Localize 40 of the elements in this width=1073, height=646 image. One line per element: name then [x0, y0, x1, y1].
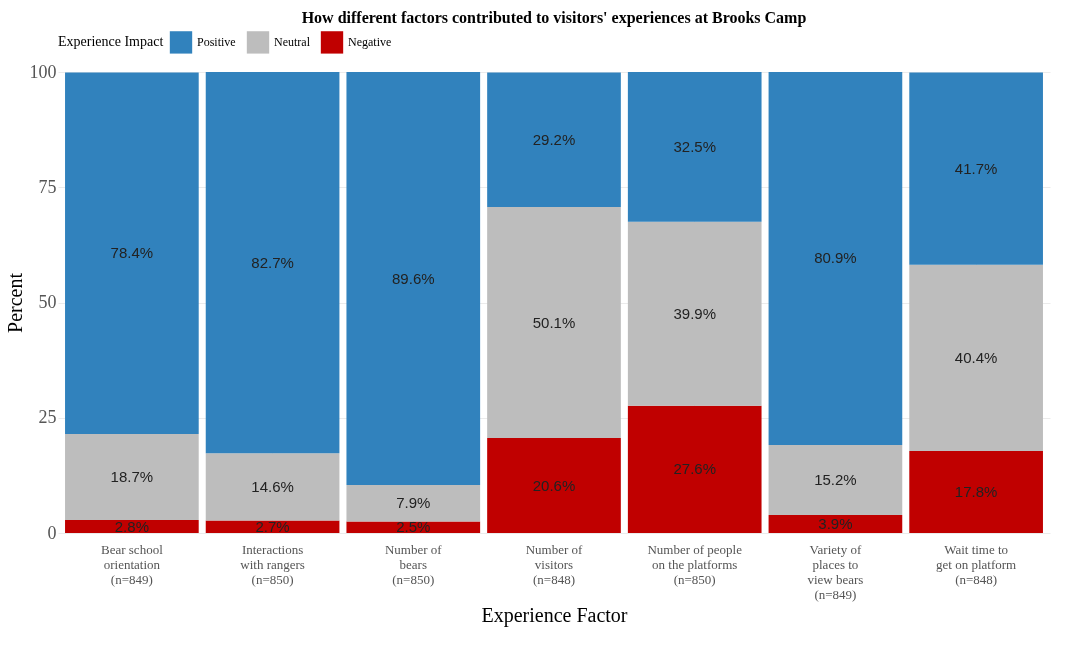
data-label: 20.6%: [532, 476, 576, 494]
data-label: 17.8%: [954, 482, 998, 500]
data-label: 27.6%: [673, 460, 716, 478]
y-tick-label: 0: [47, 522, 57, 543]
y-tick-label: 50: [38, 292, 57, 312]
data-label: 3.9%: [818, 515, 853, 533]
data-label: 39.9%: [673, 304, 716, 322]
data-label: 2.5%: [396, 518, 431, 536]
data-label: 29.2%: [532, 130, 576, 148]
y-tick-label: 75: [38, 176, 57, 197]
data-label: 32.5%: [673, 137, 716, 155]
x-tick-label: Number of people on the platforms (n=850): [647, 541, 743, 587]
y-axis-title: Percent: [3, 272, 26, 333]
x-tick-label: Number of visitors (n=848): [525, 541, 584, 587]
data-label: 40.4%: [954, 348, 998, 366]
data-label: 78.4%: [110, 244, 154, 262]
x-tick-label: Wait time to get on platform (n=848): [936, 541, 1017, 587]
data-label: 89.6%: [392, 269, 435, 287]
data-label: 2.7%: [255, 517, 290, 535]
data-label: 50.1%: [532, 313, 576, 331]
legend-label: Negative: [348, 35, 392, 50]
data-label: 18.7%: [110, 467, 154, 485]
x-tick-label: Interactions with rangers (n=850): [240, 541, 305, 587]
x-axis-title: Experience Factor: [481, 603, 628, 627]
legend-label: Neutral: [274, 35, 311, 50]
x-tick-label: Number of bears (n=850): [384, 541, 443, 587]
data-label: 41.7%: [954, 159, 998, 177]
data-label: 14.6%: [251, 477, 294, 495]
x-tick-label: Bear school orientation (n=849): [101, 541, 164, 587]
data-label: 7.9%: [396, 494, 431, 512]
chart-title: How different factors contributed to visitors' experiences at Brooks Camp: [301, 9, 807, 27]
data-label: 2.8%: [114, 517, 149, 535]
y-tick-label: 25: [38, 407, 57, 428]
legend-title: Experience Impact: [58, 34, 164, 49]
y-tick-label: 100: [29, 61, 57, 82]
x-tick-label: Variety of places to view bears (n=849): [807, 541, 864, 602]
data-label: 80.9%: [814, 249, 857, 267]
legend-label: Positive: [197, 35, 236, 50]
data-label: 82.7%: [251, 253, 294, 271]
data-label: 15.2%: [814, 470, 857, 488]
